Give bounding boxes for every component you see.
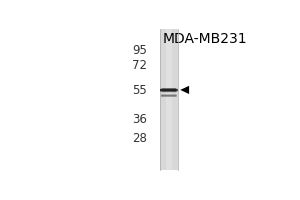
FancyBboxPatch shape [160, 89, 178, 91]
Text: 95: 95 [132, 44, 147, 57]
Text: 55: 55 [132, 84, 147, 97]
Text: 72: 72 [132, 59, 147, 72]
FancyBboxPatch shape [162, 90, 176, 92]
Polygon shape [180, 86, 189, 94]
Text: MDA-MB231: MDA-MB231 [163, 32, 247, 46]
Text: 36: 36 [132, 113, 147, 126]
FancyBboxPatch shape [162, 88, 176, 91]
FancyBboxPatch shape [161, 95, 177, 97]
Text: 28: 28 [132, 132, 147, 145]
Bar [166, 29, 172, 170]
Bar [160, 29, 178, 170]
